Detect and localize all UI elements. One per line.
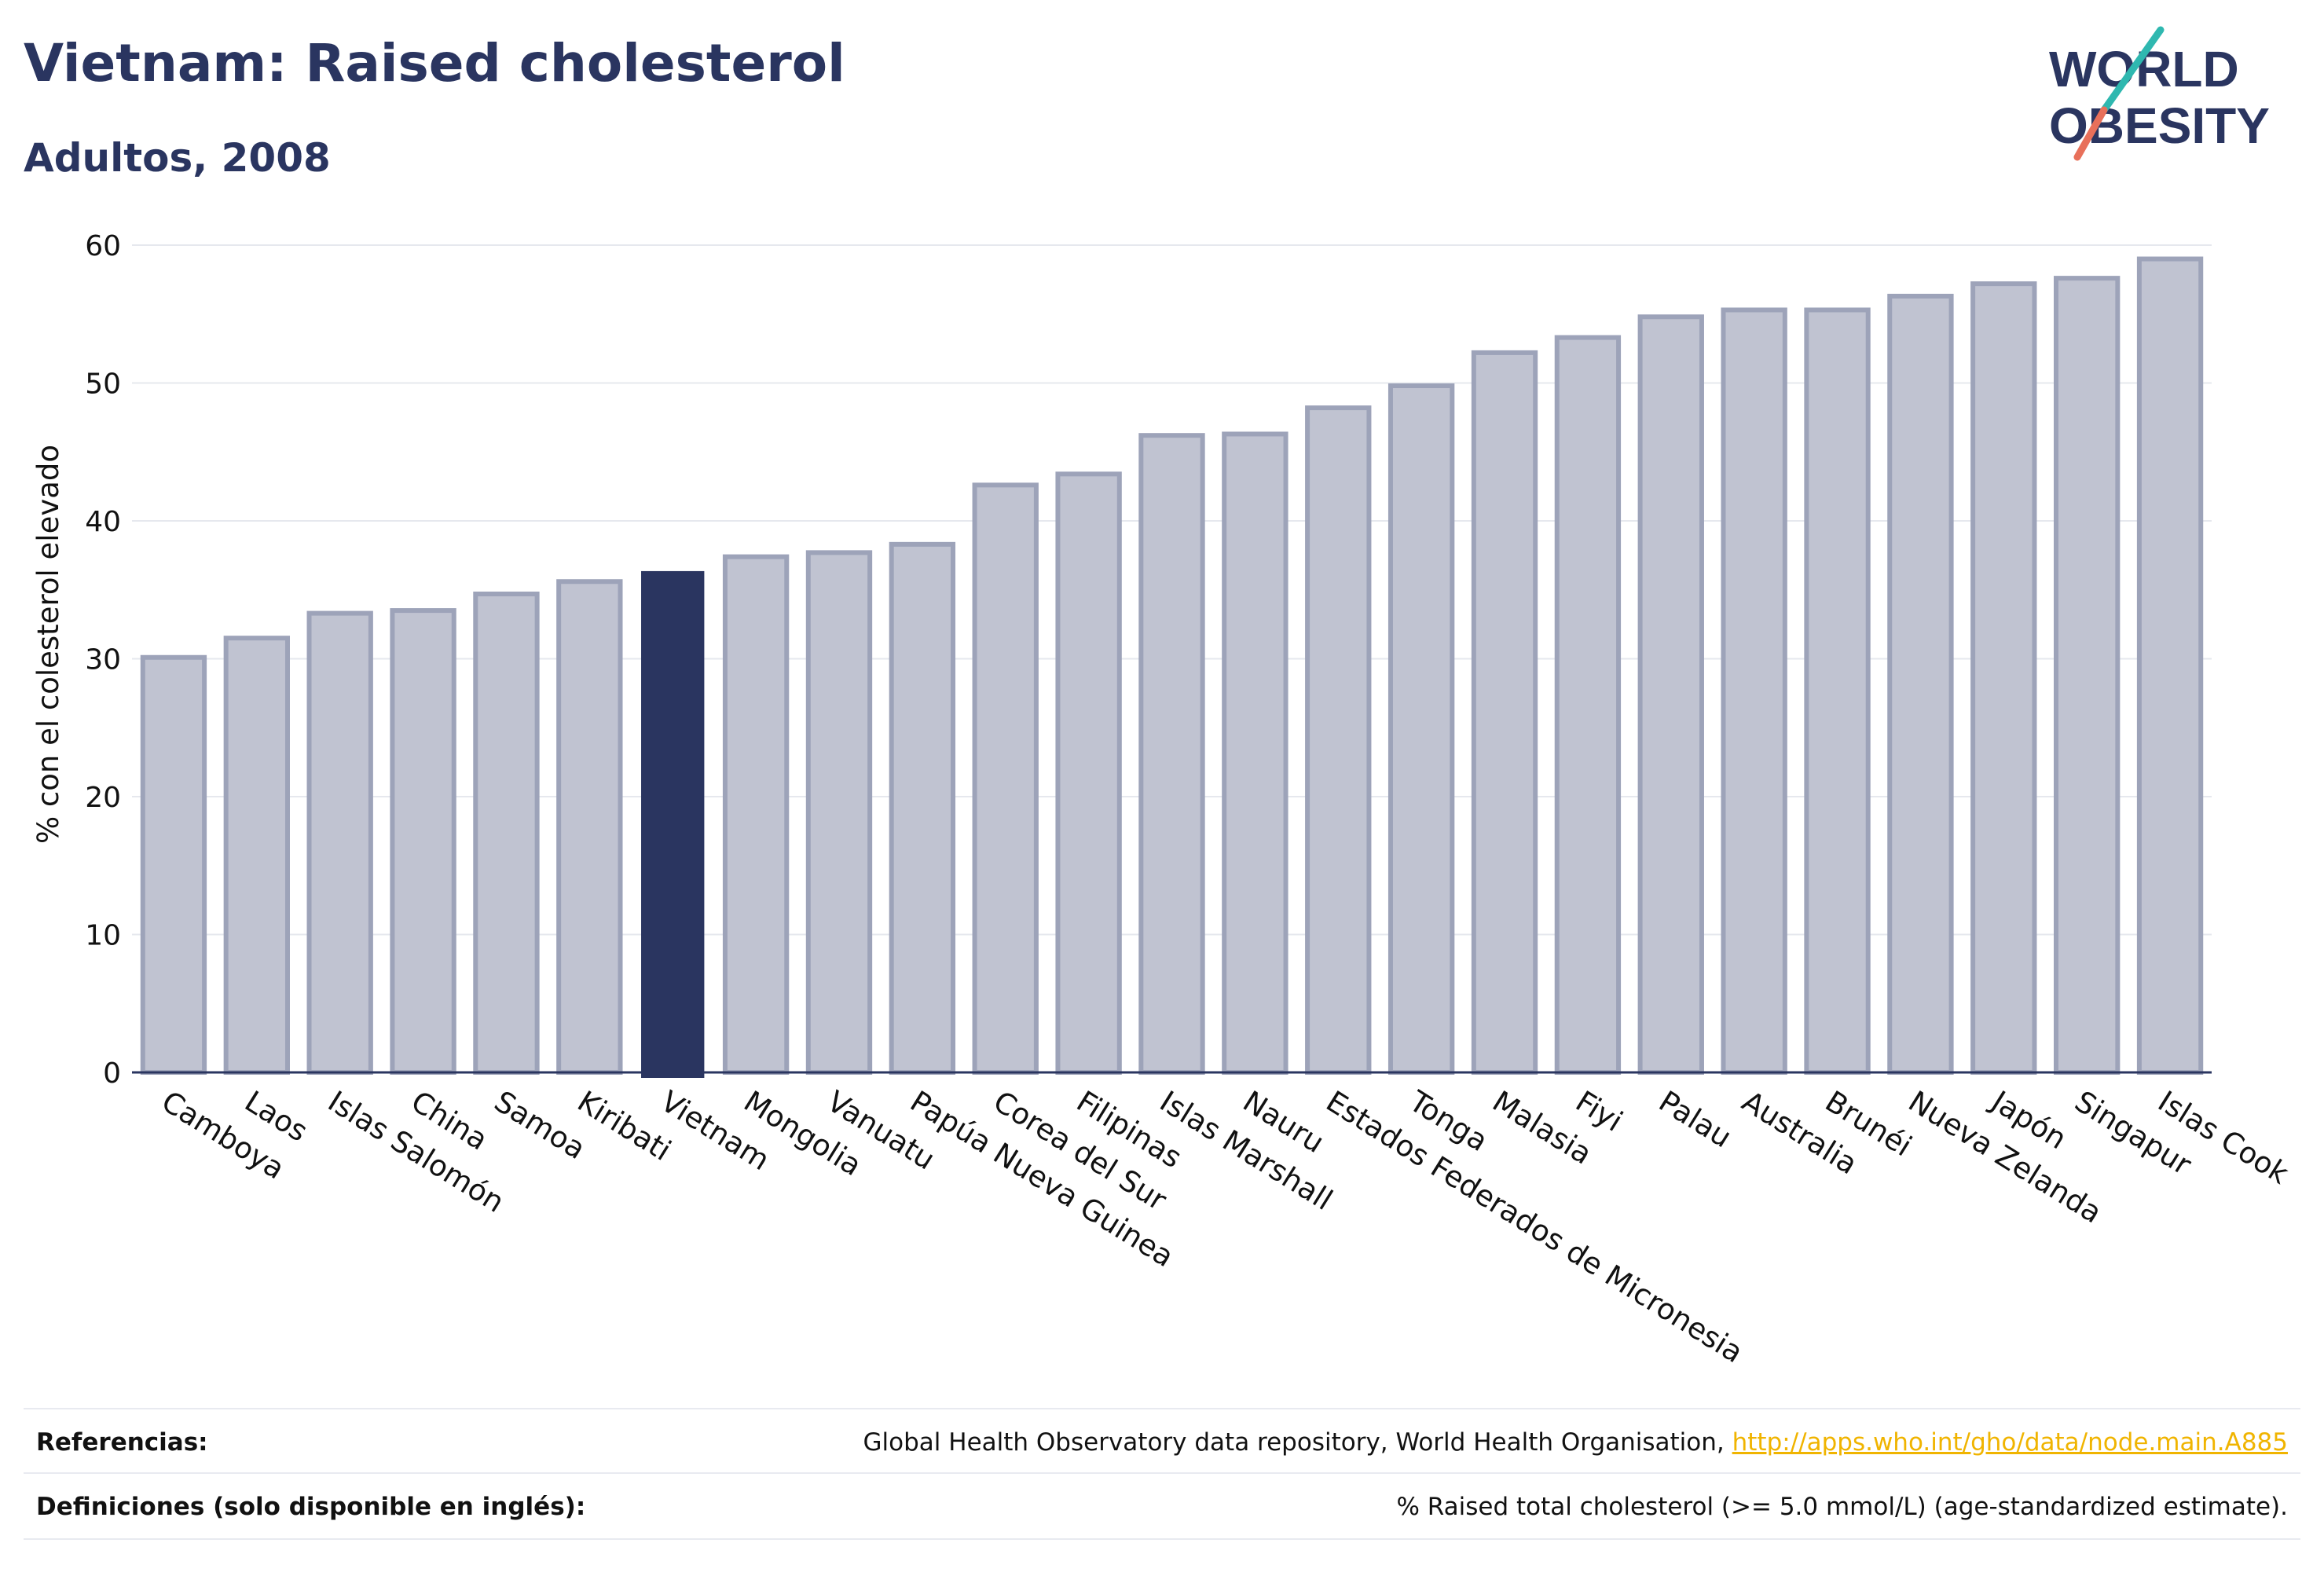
bar-kiribati xyxy=(556,579,623,1075)
footer-bottom-border xyxy=(24,1538,2300,1540)
logo-stroke-teal xyxy=(2100,26,2165,114)
bar-nueva-zelanda xyxy=(1887,293,1954,1075)
bar-australia xyxy=(1721,307,1787,1075)
bar-papúa-nueva-guinea xyxy=(889,541,956,1075)
world-obesity-logo: WORLD OBESITY xyxy=(2049,26,2270,161)
bar-samoa xyxy=(473,592,540,1075)
bar-camboya xyxy=(140,654,207,1075)
y-tick-label: 30 xyxy=(85,644,121,676)
bar-filipinas xyxy=(1055,471,1122,1075)
bar-vanuatu xyxy=(805,550,873,1075)
chart-title: Vietnam: Raised cholesterol xyxy=(24,33,845,93)
bar-china xyxy=(390,608,456,1075)
bar-laos xyxy=(223,636,290,1075)
references-row: Referencias: Global Health Observatory d… xyxy=(24,1408,2300,1474)
y-axis-label: % con el colesterol elevado xyxy=(31,445,65,844)
bar-islas-marshall xyxy=(1138,433,1205,1075)
y-tick-label: 10 xyxy=(85,920,121,952)
y-tick-labels: 0 10 20 30 40 50 60 xyxy=(85,230,121,1090)
bar-fiyi xyxy=(1554,335,1622,1075)
x-tick-label: Palau xyxy=(1653,1084,1737,1154)
bar-corea-del-sur xyxy=(972,482,1039,1075)
bar-palau xyxy=(1637,314,1704,1075)
bar-mongolia xyxy=(722,554,790,1075)
references-link[interactable]: http://apps.who.int/gho/data/node.main.A… xyxy=(1732,1428,2288,1457)
y-tick-label: 60 xyxy=(85,230,121,262)
chart-subtitle: Adultos, 2008 xyxy=(24,135,331,181)
y-tick-label: 20 xyxy=(85,782,121,814)
references-text: Global Health Observatory data repositor… xyxy=(863,1428,1732,1457)
definitions-row: Definiciones (solo disponible en inglés)… xyxy=(24,1472,2300,1538)
bar-islas-salomón xyxy=(306,610,373,1075)
y-tick-label: 0 xyxy=(103,1057,121,1090)
bar-tonga xyxy=(1387,383,1455,1075)
references-label: Referencias: xyxy=(36,1428,208,1457)
bar-nauru xyxy=(1222,431,1288,1075)
bar-japón xyxy=(1970,281,2037,1075)
bar-islas-cook xyxy=(2136,256,2204,1075)
bar-brunéi xyxy=(1804,307,1871,1075)
x-tick-label: Kiribati xyxy=(572,1084,677,1167)
y-tick-label: 40 xyxy=(85,506,121,538)
definitions-label: Definiciones (solo disponible en inglés)… xyxy=(36,1493,586,1521)
bar-estados-federados-de-micronesia xyxy=(1305,405,1372,1075)
bar-vietnam xyxy=(641,570,705,1078)
bar-malasia xyxy=(1471,350,1538,1075)
references-value: Global Health Observatory data repositor… xyxy=(863,1428,2288,1457)
y-tick-label: 50 xyxy=(85,368,121,401)
definitions-text: % Raised total cholesterol (>= 5.0 mmol/… xyxy=(1396,1493,2288,1521)
x-tick-label: Samoa xyxy=(489,1084,592,1166)
bars xyxy=(140,256,2204,1078)
logo-stroke-coral xyxy=(2073,106,2108,161)
bar-singapur xyxy=(2054,276,2121,1075)
